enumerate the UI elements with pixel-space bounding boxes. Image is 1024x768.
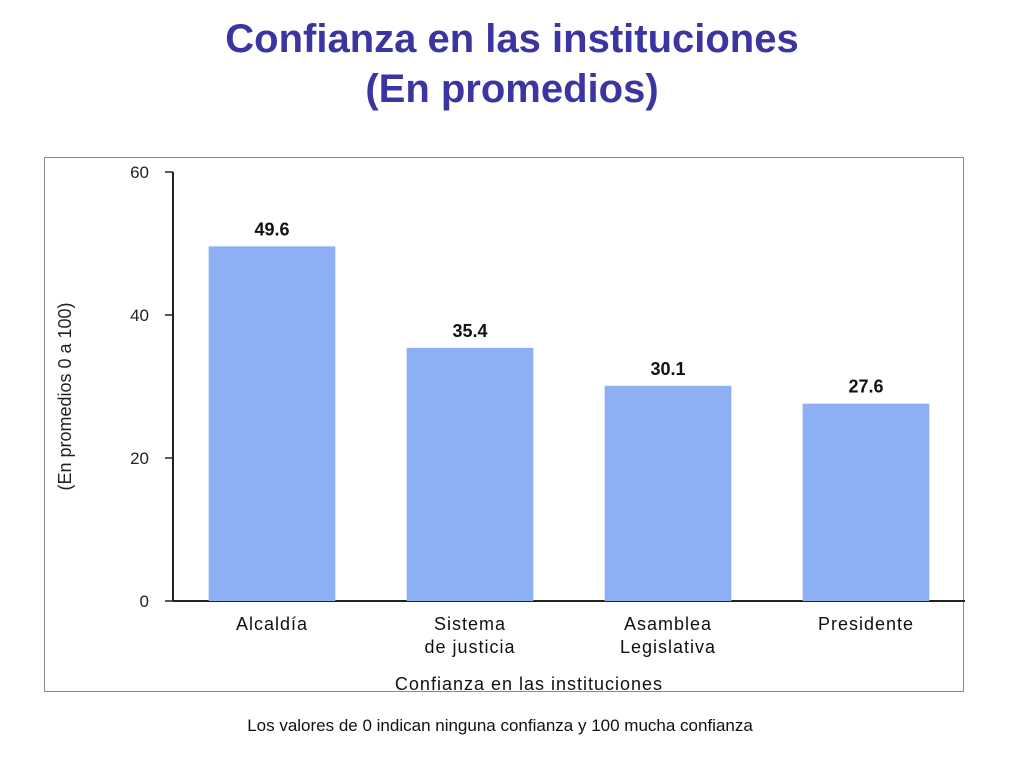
y-tick-label: 20 bbox=[130, 449, 149, 468]
bar-value-label: 35.4 bbox=[452, 321, 487, 341]
bar-value-label: 49.6 bbox=[254, 219, 289, 239]
x-tick-label: Asamblea bbox=[624, 614, 712, 634]
title-line-1: Confianza en las instituciones bbox=[225, 17, 799, 61]
bar bbox=[802, 403, 930, 601]
bar-value-label: 30.1 bbox=[650, 359, 685, 379]
bar bbox=[406, 347, 534, 601]
bar bbox=[208, 246, 336, 602]
bar-chart: 0 20 40 60 (En promedios 0 a 100) 49.6 Alcaldí… bbox=[44, 157, 965, 693]
x-tick-label: Legislativa bbox=[620, 637, 716, 657]
title-line-2: (En promedios) bbox=[365, 67, 659, 111]
x-tick-label: Sistema bbox=[434, 614, 506, 634]
bar bbox=[604, 385, 732, 601]
bar-value-label: 27.6 bbox=[848, 377, 883, 397]
y-tick-label: 40 bbox=[130, 306, 149, 325]
x-axis-label: Confianza en las instituciones bbox=[395, 674, 663, 693]
x-tick-label: de justicia bbox=[424, 637, 515, 657]
y-axis-label: (En promedios 0 a 100) bbox=[55, 302, 75, 490]
x-tick-label: Presidente bbox=[818, 614, 914, 634]
chart-canvas: 0 20 40 60 (En promedios 0 a 100) 49.6 Alcaldí… bbox=[55, 163, 965, 693]
y-tick-label: 60 bbox=[130, 163, 149, 182]
slide-title: Confianza en las instituciones (En prome… bbox=[0, 14, 1024, 114]
x-tick-label: Alcaldía bbox=[236, 614, 308, 634]
chart-footnote: Los valores de 0 indican ninguna confian… bbox=[247, 716, 753, 735]
y-tick-label: 0 bbox=[140, 592, 149, 611]
